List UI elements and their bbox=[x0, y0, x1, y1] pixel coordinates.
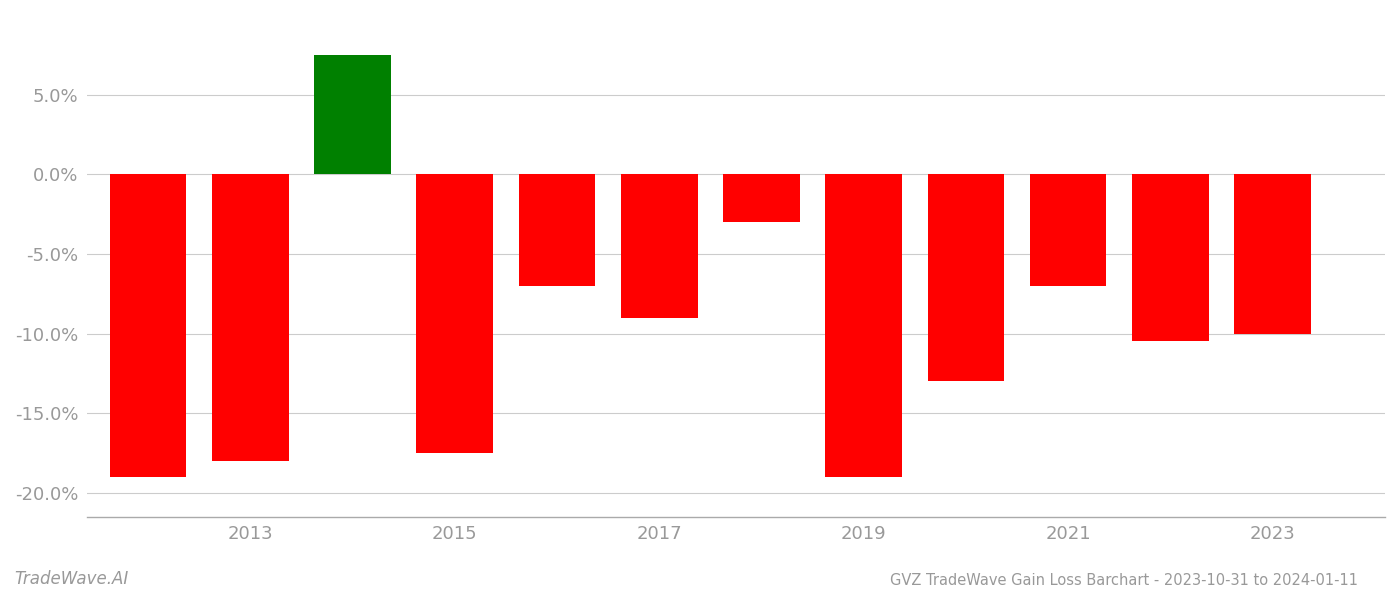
Text: GVZ TradeWave Gain Loss Barchart - 2023-10-31 to 2024-01-11: GVZ TradeWave Gain Loss Barchart - 2023-… bbox=[890, 573, 1358, 588]
Bar bbox=[826, 174, 902, 477]
Bar bbox=[724, 174, 799, 222]
Bar bbox=[928, 174, 1004, 381]
Bar bbox=[1133, 174, 1208, 341]
Bar bbox=[416, 174, 493, 453]
Bar bbox=[519, 174, 595, 286]
Bar bbox=[1030, 174, 1106, 286]
Bar bbox=[1235, 174, 1310, 334]
Bar bbox=[622, 174, 697, 317]
Text: TradeWave.AI: TradeWave.AI bbox=[14, 570, 129, 588]
Bar bbox=[211, 174, 288, 461]
Bar bbox=[109, 174, 186, 477]
Bar bbox=[314, 55, 391, 174]
